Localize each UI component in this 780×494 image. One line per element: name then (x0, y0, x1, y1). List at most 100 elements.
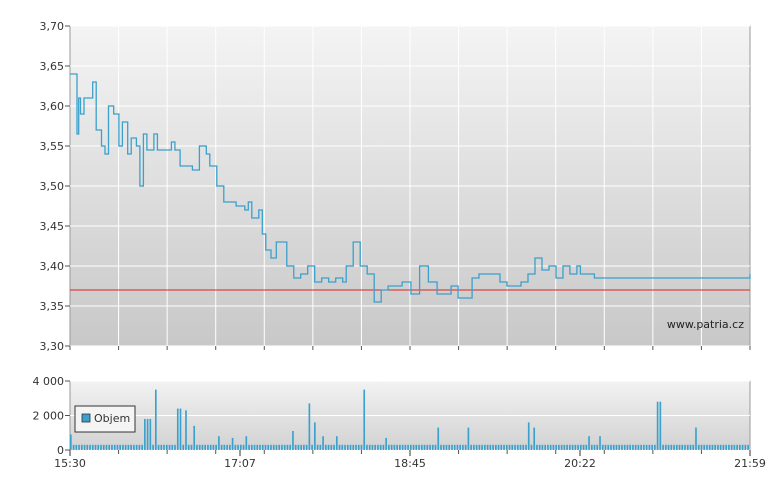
volume-bar (703, 445, 705, 450)
volume-bar (306, 445, 308, 450)
volume-bar (498, 445, 500, 450)
volume-bar (594, 445, 596, 450)
volume-bar (627, 445, 629, 450)
volume-bar (479, 445, 481, 450)
legend-label: Objem (94, 412, 130, 425)
x-tick-label: 20:22 (564, 457, 596, 470)
volume-bar (248, 445, 250, 450)
volume-bar (413, 445, 415, 450)
volume-bar (336, 436, 338, 450)
volume-bar (602, 445, 604, 450)
volume-y-tick-label: 0 (57, 444, 64, 457)
volume-bar (701, 445, 703, 450)
volume-bar (218, 436, 220, 450)
volume-bar (320, 445, 322, 450)
volume-bar (380, 445, 382, 450)
volume-bar (714, 445, 716, 450)
price-y-tick-label: 3,45 (40, 220, 65, 233)
volume-bar (566, 445, 568, 450)
volume-bar (673, 445, 675, 450)
volume-bar (254, 445, 256, 450)
volume-bar (226, 445, 228, 450)
volume-bar (509, 445, 511, 450)
volume-bar (668, 445, 670, 450)
volume-bar (443, 445, 445, 450)
volume-bar (245, 436, 247, 450)
volume-bar (525, 445, 527, 450)
volume-bar (690, 445, 692, 450)
volume-bar (575, 445, 577, 450)
volume-bar (481, 445, 483, 450)
volume-bar (215, 445, 217, 450)
volume-bar (607, 445, 609, 450)
x-tick-label: 21:59 (734, 457, 766, 470)
volume-bar (289, 445, 291, 450)
volume-bar (731, 445, 733, 450)
x-tick-label: 15:30 (54, 457, 86, 470)
volume-bar (643, 445, 645, 450)
volume-bar (500, 445, 502, 450)
volume-bar (588, 436, 590, 450)
volume-bar (660, 402, 662, 450)
volume-bar (462, 445, 464, 450)
volume-bar (651, 445, 653, 450)
volume-bar (421, 445, 423, 450)
volume-bar (180, 409, 182, 450)
volume-y-tick-label: 4 000 (33, 375, 65, 388)
volume-bar (317, 445, 319, 450)
volume-bar (454, 445, 456, 450)
price-y-tick-label: 3,35 (40, 300, 65, 313)
volume-bar (347, 445, 349, 450)
volume-bar (544, 445, 546, 450)
volume-bar (339, 445, 341, 450)
volume-bar (580, 445, 582, 450)
volume-bar (742, 445, 744, 450)
volume-bar (621, 445, 623, 450)
volume-bar (174, 445, 176, 450)
volume-bar (117, 445, 119, 450)
volume-bar (133, 445, 135, 450)
volume-bar (654, 445, 656, 450)
volume-bar (717, 445, 719, 450)
volume-bar (119, 445, 121, 450)
volume-bar (517, 445, 519, 450)
volume-bar (163, 445, 165, 450)
volume-bar (92, 445, 94, 450)
volume-bar (712, 445, 714, 450)
price-y-tick-label: 3,70 (40, 20, 65, 33)
volume-bar (687, 445, 689, 450)
volume-bar (632, 445, 634, 450)
volume-bar (649, 445, 651, 450)
volume-bar (662, 445, 664, 450)
volume-bar (361, 445, 363, 450)
volume-bar (555, 445, 557, 450)
volume-bar (240, 445, 242, 450)
volume-bar (679, 445, 681, 450)
volume-bar (341, 445, 343, 450)
volume-bar (709, 445, 711, 450)
volume-bar (536, 445, 538, 450)
volume-bar (160, 445, 162, 450)
volume-bar (158, 445, 160, 450)
volume-bar (610, 445, 612, 450)
volume-bar (739, 445, 741, 450)
volume-bar (136, 445, 138, 450)
volume-bar (605, 445, 607, 450)
volume-bar (86, 445, 88, 450)
volume-bar (259, 445, 261, 450)
volume-bar (224, 445, 226, 450)
volume-bar (106, 445, 108, 450)
volume-bar (207, 445, 209, 450)
volume-bar (358, 445, 360, 450)
volume-bar (550, 445, 552, 450)
volume-bar (394, 445, 396, 450)
volume-bar (531, 445, 533, 450)
volume-bar (191, 445, 193, 450)
volume-bar (457, 445, 459, 450)
price-y-tick-label: 3,55 (40, 140, 65, 153)
volume-bar (193, 426, 195, 450)
volume-bar (273, 445, 275, 450)
volume-bar (95, 445, 97, 450)
volume-bar (407, 445, 409, 450)
volume-bar (84, 445, 86, 450)
